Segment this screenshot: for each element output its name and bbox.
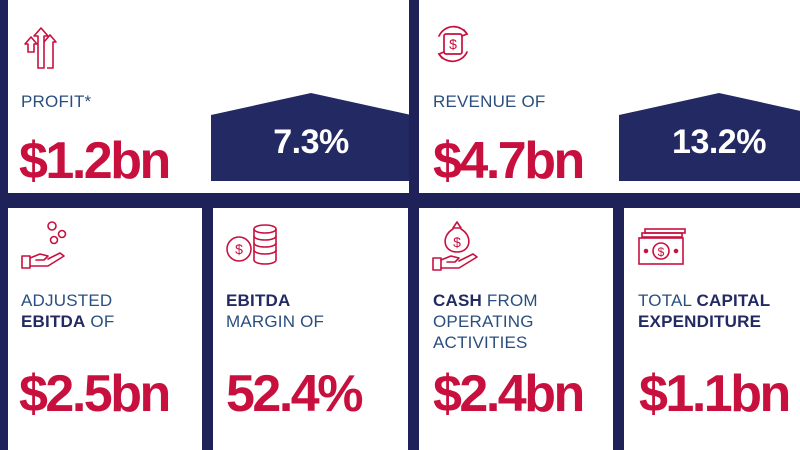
- cash-label: CASH FROM OPERATING ACTIVITIES: [433, 290, 538, 353]
- cash-label-line3: ACTIVITIES: [433, 333, 528, 352]
- ebitda-margin-label-line1: EBITDA: [226, 290, 324, 311]
- capex-label-line2: EXPENDITURE: [638, 311, 770, 332]
- ebitda-margin-value: 52.4%: [226, 365, 363, 423]
- adjusted-ebitda-label: ADJUSTED EBITDA OF: [21, 290, 114, 332]
- hand-coins-icon: [20, 220, 70, 270]
- profit-change-badge: 7.3%: [211, 93, 409, 181]
- arrows-up-icon: [22, 22, 58, 70]
- profit-value: $1.2bn: [19, 132, 171, 190]
- hand-money-bag-icon: $: [431, 218, 483, 272]
- revenue-card: $ REVENUE OF $4.7bn 13.2%: [419, 0, 800, 193]
- revenue-change-badge: 13.2%: [619, 93, 800, 181]
- capex-label-line1: TOTAL CAPITAL: [638, 290, 770, 311]
- ebitda-margin-label-bold: EBITDA: [226, 291, 291, 310]
- cash-label-rest: FROM: [481, 291, 538, 310]
- ebitda-margin-label: EBITDA MARGIN OF: [226, 290, 324, 332]
- revenue-value: $4.7bn: [433, 132, 585, 190]
- capex-label-bold2: EXPENDITURE: [638, 312, 762, 331]
- svg-text:$: $: [453, 234, 461, 250]
- svg-text:$: $: [235, 241, 243, 257]
- profit-label: PROFIT*: [21, 92, 92, 111]
- capex-label-bold1: CAPITAL: [696, 291, 771, 310]
- cash-label-line1: CASH FROM: [433, 290, 538, 311]
- adjusted-ebitda-label-bold: EBITDA: [21, 312, 86, 331]
- cash-card: $ CASH FROM OPERATING ACTIVITIES $2.4bn: [419, 208, 613, 450]
- banknotes-icon: $: [637, 228, 687, 266]
- profit-card: PROFIT* $1.2bn 7.3%: [8, 0, 409, 193]
- adjusted-ebitda-label-rest: OF: [85, 312, 115, 331]
- revenue-label: REVENUE OF: [433, 92, 546, 111]
- adjusted-ebitda-card: ADJUSTED EBITDA OF $2.5bn: [8, 208, 202, 450]
- adjusted-ebitda-value: $2.5bn: [19, 365, 171, 423]
- ebitda-margin-label-line2: MARGIN OF: [226, 312, 325, 331]
- dollar-cycle-icon: $: [431, 22, 475, 66]
- capex-label: TOTAL CAPITAL EXPENDITURE: [638, 290, 770, 332]
- profit-change-value: 7.3%: [273, 123, 349, 161]
- adjusted-ebitda-label-line2: EBITDA OF: [21, 311, 114, 332]
- coin-stack-icon: $: [225, 222, 279, 268]
- capex-label-pre: TOTAL: [638, 291, 697, 310]
- revenue-change-value: 13.2%: [672, 123, 766, 161]
- capex-card: $ TOTAL CAPITAL EXPENDITURE $1.1bn: [624, 208, 800, 450]
- cash-label-bold: CASH: [433, 291, 482, 310]
- svg-text:$: $: [658, 245, 665, 259]
- svg-text:$: $: [449, 36, 457, 52]
- cash-value: $2.4bn: [433, 365, 585, 423]
- ebitda-margin-card: $ EBITDA MARGIN OF 52.4%: [213, 208, 408, 450]
- capex-value: $1.1bn: [639, 365, 791, 423]
- adjusted-ebitda-label-line1: ADJUSTED: [21, 291, 113, 310]
- cash-label-line2: OPERATING: [433, 312, 534, 331]
